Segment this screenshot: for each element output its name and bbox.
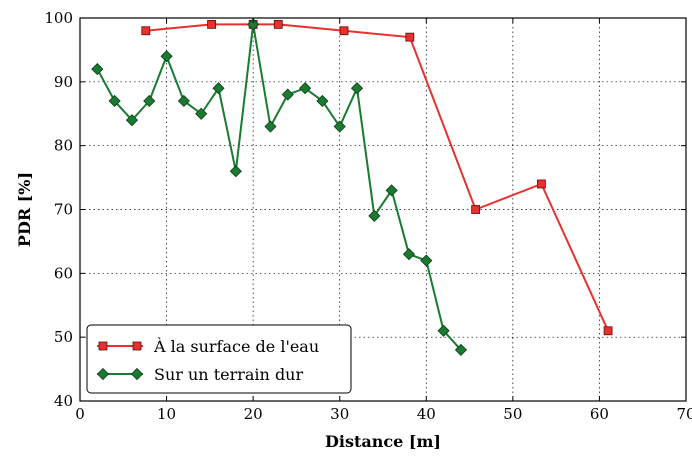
data-point-series-2 [160,50,173,63]
data-point-series-2 [143,94,156,108]
series-line-1 [145,23,609,332]
legend-box [86,324,352,394]
legend-marker [98,341,108,351]
data-point-series-1 [471,205,481,214]
legend-marker [130,367,144,381]
x-tick-label: 0 [75,405,85,423]
data-point-series-2 [454,343,467,356]
data-point-series-2 [316,94,329,108]
data-point-series-2 [368,209,381,222]
data-point-series-2 [402,248,416,261]
data-point-series-2 [350,82,364,95]
data-point-series-2 [333,120,346,133]
x-tick-label: 60 [590,405,609,423]
data-point-series-2 [91,63,104,76]
data-point-series-2 [247,18,260,31]
y-tick-label: 50 [54,328,73,346]
series-lines [96,23,609,351]
data-point-series-1 [339,26,349,36]
x-tick-label: 50 [503,405,522,423]
data-point-series-1 [405,32,415,42]
data-point-series-2 [264,120,277,133]
y-tick-label: 60 [54,264,73,282]
data-point-series-2 [195,107,208,120]
data-point-series-2 [212,82,225,95]
legend: À la surface de l'eau Sur un terrain dur [86,324,352,394]
data-point-series-1 [141,26,151,36]
axis-ticks [79,17,687,402]
data-point-series-2 [420,254,433,267]
legend-marker [132,341,142,351]
data-point-series-1 [603,326,613,336]
series-markers [91,18,613,356]
data-point-series-2 [125,114,139,127]
data-point-series-2 [437,324,450,337]
x-tick-label: 20 [244,405,263,423]
data-point-series-1 [537,179,546,189]
x-tick-label: 10 [157,405,176,423]
legend-label-1: À la surface de l'eau [153,336,319,356]
legend-marker [96,367,110,381]
x-tick-label: 40 [417,405,436,423]
data-point-series-1 [207,19,216,29]
y-tick-label: 80 [54,137,73,155]
y-axis-title: PDR [%] [15,172,34,247]
y-tick-label: 100 [44,9,73,27]
x-tick-label: 70 [676,405,692,423]
y-tick-label: 70 [54,201,73,219]
tick-labels: 0 10 20 30 40 50 60 70 40 50 60 70 80 90 100 [44,9,692,423]
data-point-series-2 [281,88,294,101]
y-tick-label: 90 [54,73,73,91]
data-point-series-2 [177,94,190,108]
data-point-series-1 [273,19,283,29]
data-point-series-2 [108,94,121,108]
legend-label-2: Sur un terrain dur [154,365,303,384]
x-axis-title: Distance [m] [325,432,441,451]
series-line-2 [96,24,462,351]
data-point-series-2 [299,82,312,95]
y-tick-label: 40 [54,392,73,410]
data-point-series-2 [385,184,398,197]
data-point-series-2 [229,165,242,178]
x-tick-label: 30 [330,405,349,423]
